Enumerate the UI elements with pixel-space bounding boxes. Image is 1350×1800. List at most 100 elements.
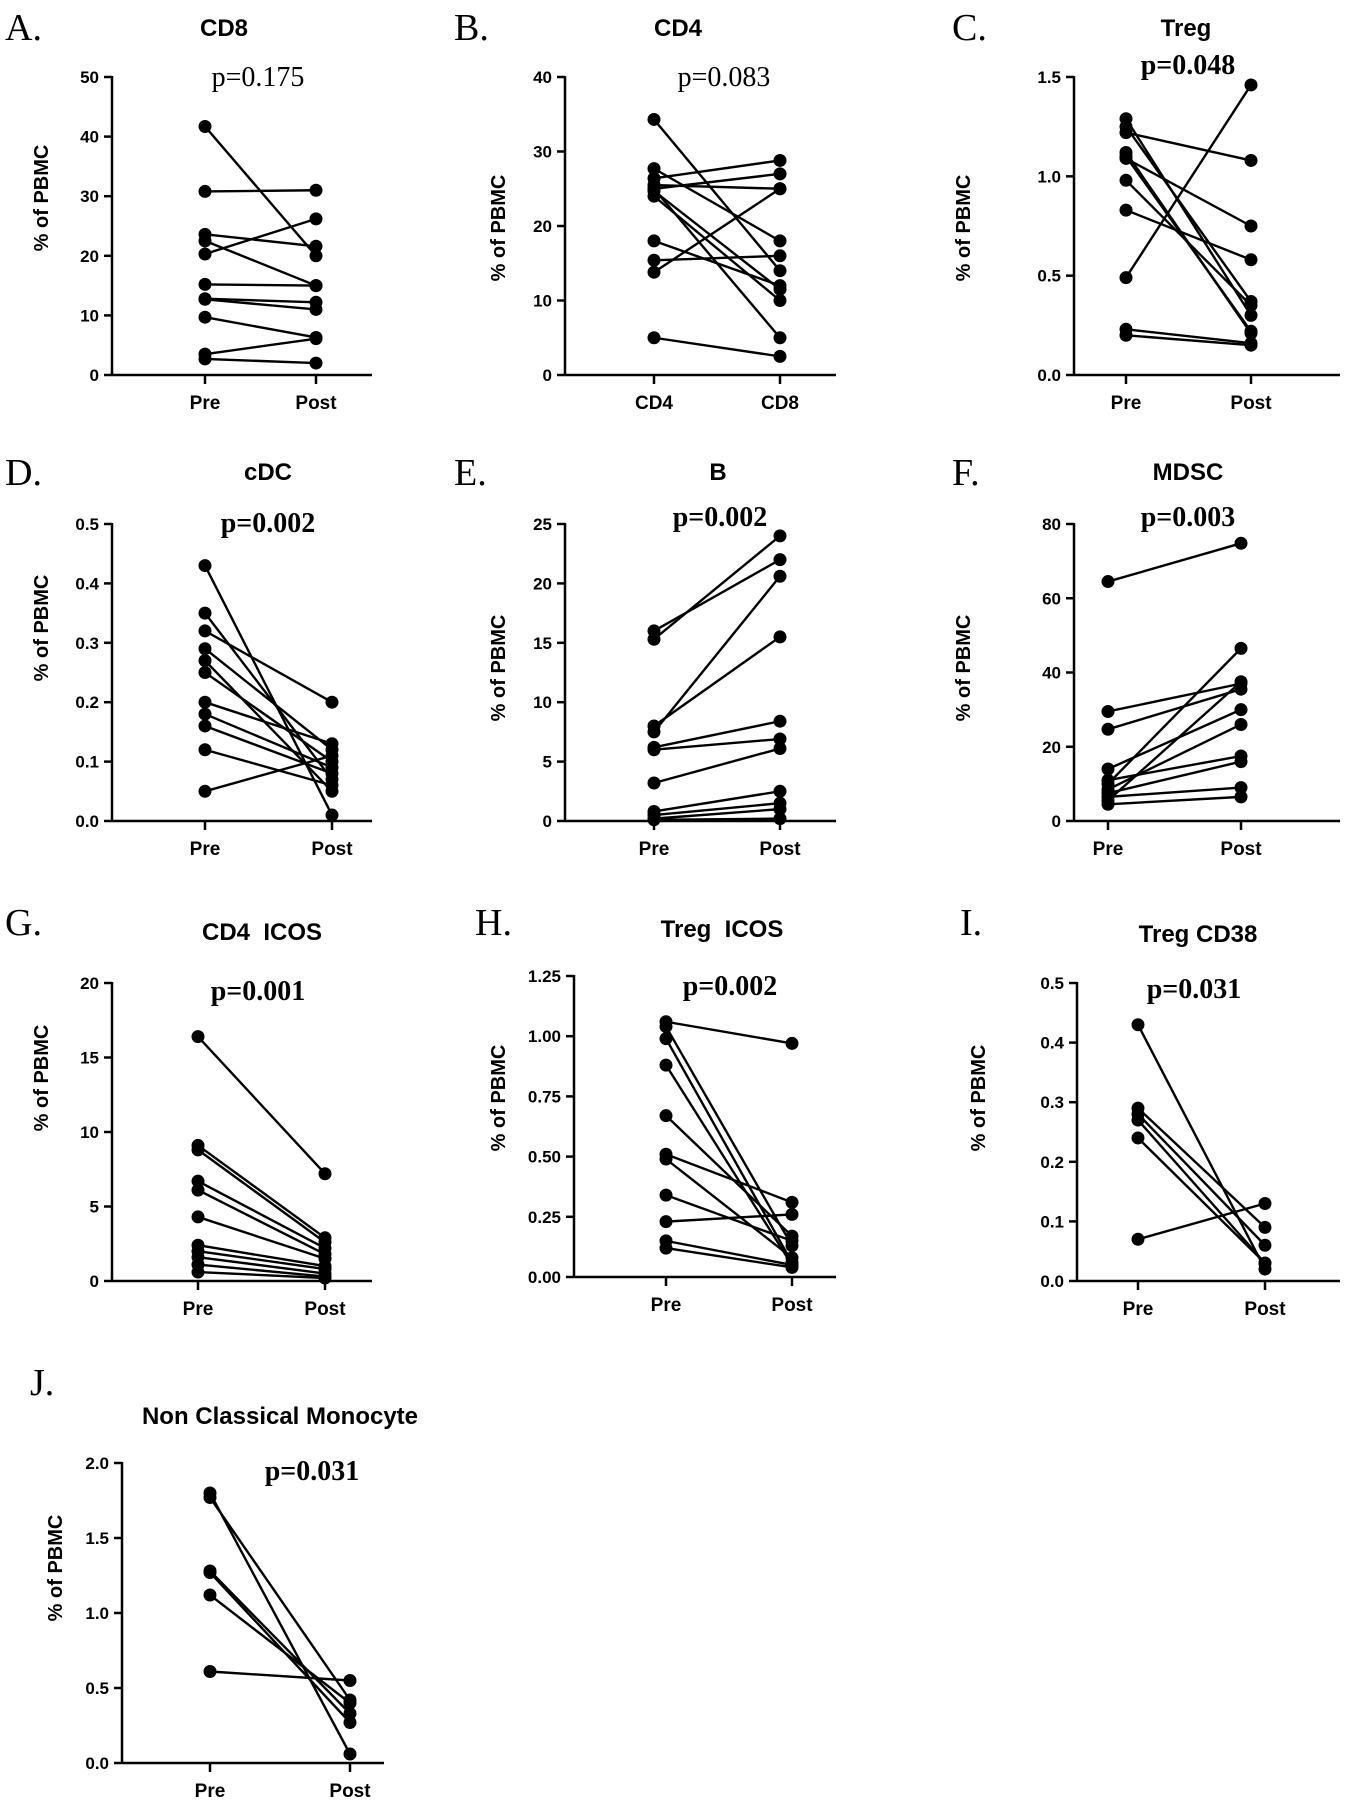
data-point-post (1244, 308, 1258, 322)
data-point-post (773, 742, 787, 756)
chart-title: B (709, 459, 726, 486)
panel-letter: G. (5, 902, 42, 944)
data-point-pre (198, 624, 212, 638)
panel-letter: C. (952, 7, 987, 49)
paired-line (197, 1215, 326, 1260)
panel-letter: J. (30, 1362, 54, 1404)
chart-title: CD4 ICOS (202, 919, 322, 946)
data-point-pre (198, 666, 212, 679)
data-point-pre (198, 292, 212, 306)
x-category-label: Pre (1123, 1299, 1154, 1320)
paired-line (664, 1038, 794, 1264)
paired-line (1125, 328, 1252, 345)
data-point-post (318, 1167, 332, 1181)
data-point-pre (1119, 203, 1133, 217)
chart-panel-e: E. Bp=0.002 % of PBMC 0 5 10 15 20 25 Pre Post (454, 452, 836, 860)
data-point-post (773, 234, 787, 248)
paired-line (1137, 1119, 1266, 1264)
paired-line (204, 189, 317, 193)
y-tick-label: 0.5 (1037, 267, 1061, 286)
paired-line (197, 1244, 326, 1268)
y-tick-label: 0.5 (1040, 974, 1064, 993)
paired-line (204, 298, 317, 311)
y-tick-label: 0.25 (528, 1208, 561, 1227)
paired-line (204, 647, 333, 751)
panel-letter: H. (475, 902, 512, 944)
paired-line (208, 1492, 352, 1755)
paired-line (653, 575, 781, 733)
y-tick-label: 0.75 (528, 1087, 561, 1106)
paired-line (1107, 795, 1242, 806)
paired-line (204, 748, 333, 787)
chart-panel-f: F. MDSC p=0.003 % of PBMC 0 20 40 60 80 Pre Post (952, 452, 1340, 860)
y-axis-label: % of PBMC (31, 145, 53, 252)
chart-title: Treg (1161, 15, 1212, 42)
data-point-post (773, 264, 787, 278)
paired-line (204, 283, 317, 287)
y-tick-label: 0 (543, 366, 552, 385)
y-axis-label: % of PBMC (488, 1045, 510, 1152)
paired-line (653, 167, 781, 242)
data-point-pre (1131, 1232, 1145, 1246)
y-tick-label: 1.5 (1037, 68, 1061, 87)
y-tick-label: 0 (543, 812, 552, 831)
y-tick-label: 0.0 (1037, 366, 1061, 385)
data-point-post (309, 212, 323, 226)
data-point-pre (659, 1109, 673, 1123)
data-point-pre (198, 234, 212, 248)
data-point-pre (1131, 1113, 1145, 1127)
y-tick-label: 15 (533, 634, 552, 653)
chart-panel-j: J. Non Classical Monocyte p=0.031 % of PBMC… (30, 1362, 418, 1800)
y-tick-label: 0.4 (1040, 1034, 1064, 1053)
data-point-pre (1131, 1131, 1145, 1145)
p-value-label: p=0.083 (678, 62, 771, 93)
data-point-pre (659, 1058, 673, 1072)
x-category-label: Pre (651, 1295, 682, 1316)
data-point-pre (198, 559, 212, 573)
x-category-label: Pre (190, 839, 221, 860)
paired-line (1107, 647, 1242, 785)
data-point-pre (647, 776, 661, 790)
y-tick-label: 0.2 (1040, 1153, 1064, 1172)
data-point-pre (647, 743, 661, 757)
data-point-post (773, 732, 787, 746)
p-value-label: p=0.002 (673, 502, 768, 533)
paired-line (204, 724, 333, 775)
data-point-pre (191, 1210, 205, 1224)
data-point-pre (198, 719, 212, 733)
data-point-post (1234, 536, 1248, 550)
data-point-pre (198, 707, 212, 721)
data-point-pre (191, 1174, 205, 1188)
paired-line (665, 1153, 793, 1204)
panel-letter: F. (952, 452, 980, 494)
data-point-post (343, 1707, 357, 1720)
data-point-post (773, 331, 787, 345)
x-category-label: Post (759, 839, 801, 860)
data-point-post (773, 167, 787, 181)
paired-line (653, 720, 781, 749)
data-point-post (773, 349, 787, 363)
data-point-post (309, 279, 323, 293)
p-value-label: p=0.003 (1141, 502, 1236, 533)
data-point-post (1234, 790, 1248, 804)
panel-letter: A. (5, 7, 42, 49)
data-point-post (785, 1195, 799, 1209)
y-tick-label: 20 (80, 247, 99, 266)
data-point-pre (647, 632, 661, 646)
data-point-pre (647, 265, 661, 279)
chart-panel-a: A. CD8 p=0.175 % of PBMC 0 10 20 30 40 50 Pre Post (5, 7, 372, 414)
data-point-pre (203, 1566, 217, 1579)
paired-line (204, 233, 317, 248)
paired-line (653, 534, 781, 641)
data-point-post (309, 332, 323, 346)
paired-line (204, 659, 333, 793)
x-category-label: Pre (183, 1299, 214, 1320)
y-axis-label: % of PBMC (953, 175, 975, 282)
paired-line (653, 187, 781, 339)
data-point-post (773, 784, 787, 798)
paired-line (1125, 125, 1252, 303)
paired-line (204, 357, 317, 365)
data-point-pre (198, 695, 212, 709)
chart-panel-b: B. CD4 p=0.083 % of PBMC 0 10 20 30 40 CD4 CD8 (454, 7, 836, 414)
